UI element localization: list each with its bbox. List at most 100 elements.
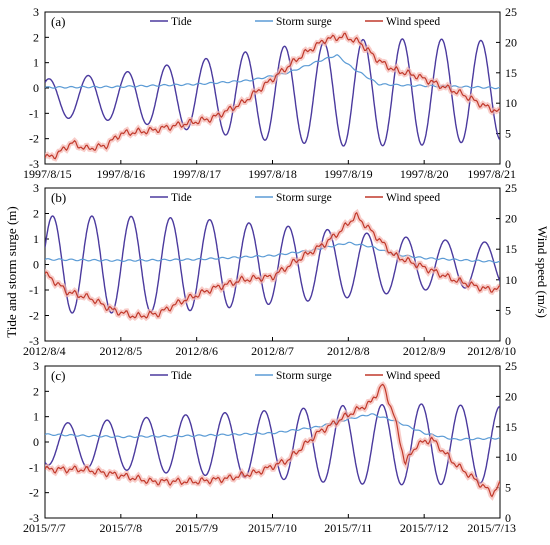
plot-frame: [44, 187, 501, 342]
left-tick-label: 0: [33, 258, 39, 272]
right-tick-label: 15: [505, 66, 517, 80]
left-tick-label: 0: [33, 81, 39, 95]
x-tick-label: 2012/8/8: [327, 344, 370, 358]
left-tick-label: 1: [33, 232, 39, 246]
x-tick-label: 2015/7/8: [99, 521, 142, 535]
left-tick-label: -1: [29, 283, 39, 297]
chart-panel-2: -3 -2 -1 0 1 2 3 0 5 10 15 20 25 2012/8/4 2012/8/5 2012…: [23, 181, 517, 358]
legend-label: Wind speed: [386, 370, 440, 382]
series-line-storm-surge: [45, 241, 500, 264]
left-tick-label: -3: [29, 511, 39, 525]
series-line-storm-surge: [45, 54, 500, 90]
series-line-wind-speed: [45, 211, 500, 319]
series-line-storm-surge: [45, 413, 500, 441]
left-tick-label: 2: [33, 207, 39, 221]
left-tick-label: 1: [33, 56, 39, 70]
x-tick-label: 2012/8/9: [403, 344, 446, 358]
right-tick-label: 5: [505, 303, 511, 317]
left-tick-label: -2: [29, 486, 39, 500]
left-tick-label: 2: [33, 384, 39, 398]
legend-label: Wind speed: [386, 192, 440, 204]
left-tick-label: 3: [33, 5, 39, 19]
x-tick-label: 2015/7/9: [175, 521, 218, 535]
x-tick-label: 2012/8/7: [251, 344, 294, 358]
x-tick-label: 1997/8/15: [23, 167, 72, 181]
x-tick-label: 1997/8/17: [172, 167, 221, 181]
legend-label: Tide: [171, 192, 192, 204]
x-tick-label: 1997/8/21: [467, 167, 516, 181]
left-tick-label: 3: [33, 359, 39, 373]
plot-area: [45, 30, 500, 162]
x-tick-label: 2015/7/11: [324, 521, 372, 535]
legend: Tide Storm surge Wind speed: [150, 16, 440, 28]
x-tick-label: 1997/8/16: [96, 167, 145, 181]
left-tick-label: 2: [33, 30, 39, 44]
legend-label: Wind speed: [386, 16, 440, 28]
legend-item: Wind speed: [365, 192, 440, 204]
x-tick-label: 2012/8/10: [467, 344, 516, 358]
legend-item: Tide: [150, 16, 192, 28]
plot-area: [45, 208, 500, 322]
right-tick-label: 0: [505, 157, 511, 171]
left-tick-label: -3: [29, 334, 39, 348]
legend-item: Wind speed: [365, 370, 440, 382]
legend-item: Tide: [150, 370, 192, 382]
right-tick-label: 0: [505, 334, 511, 348]
right-tick-label: 0: [505, 511, 511, 525]
right-tick-label: 20: [505, 389, 517, 403]
x-tick-label: 2015/7/13: [467, 521, 516, 535]
legend-label: Tide: [171, 370, 192, 382]
panel-label: (a): [51, 14, 65, 29]
x-tick-label: 1997/8/18: [248, 167, 297, 181]
right-tick-label: 25: [505, 359, 517, 373]
chart-panel-3: -3 -2 -1 0 1 2 3 0 5 10 15 20 25 2015/7/7 2015/7/8 2015…: [23, 359, 517, 535]
x-tick-label: 2015/7/12: [400, 521, 449, 535]
series-line-tide: [45, 38, 500, 147]
left-tick-label: -1: [29, 106, 39, 120]
legend-item: Storm surge: [255, 16, 332, 28]
right-tick-label: 15: [505, 242, 517, 256]
legend-item: Tide: [150, 192, 192, 204]
x-tick-label: 2012/8/4: [23, 344, 66, 358]
x-tick-label: 1997/8/19: [324, 167, 373, 181]
x-tick-label: 2012/8/6: [175, 344, 218, 358]
right-tick-label: 10: [505, 273, 517, 287]
right-tick-label: 5: [505, 481, 511, 495]
right-tick-label: 25: [505, 5, 517, 19]
wind-speed-glow: [45, 381, 500, 501]
x-tick-label: 2015/7/10: [248, 521, 297, 535]
chart-panel-1: -3 -2 -1 0 1 2 3 0 5 10 15 20 25 1997/8/15 1997/8/16 19…: [23, 5, 517, 181]
right-axis-label: Wind speed (m/s): [535, 226, 550, 318]
panel-label: (c): [51, 368, 65, 383]
legend: Tide Storm surge Wind speed: [150, 370, 440, 382]
series-line-tide: [45, 215, 500, 314]
plot-area: [45, 381, 500, 501]
right-tick-label: 10: [505, 450, 517, 464]
legend-label: Storm surge: [276, 370, 332, 382]
right-tick-label: 10: [505, 96, 517, 110]
legend-item: Wind speed: [365, 16, 440, 28]
x-tick-label: 2012/8/5: [99, 344, 142, 358]
left-tick-label: 0: [33, 435, 39, 449]
left-tick-label: -2: [29, 309, 39, 323]
right-tick-label: 20: [505, 212, 517, 226]
left-tick-label: -1: [29, 460, 39, 474]
legend-item: Storm surge: [255, 192, 332, 204]
series-line-tide: [45, 403, 500, 486]
left-axis-label: Tide and storm surge (m): [4, 206, 19, 337]
right-tick-label: 20: [505, 35, 517, 49]
left-tick-label: -2: [29, 132, 39, 146]
legend-label: Storm surge: [276, 16, 332, 28]
series-line-wind-speed: [45, 383, 500, 498]
legend-label: Tide: [171, 16, 192, 28]
series-line-wind-speed: [45, 32, 500, 160]
legend: Tide Storm surge Wind speed: [150, 192, 440, 204]
right-tick-label: 25: [505, 181, 517, 195]
left-tick-label: 1: [33, 410, 39, 424]
legend-label: Storm surge: [276, 192, 332, 204]
right-tick-label: 15: [505, 420, 517, 434]
panel-label: (b): [51, 190, 66, 205]
x-tick-label: 2015/7/7: [23, 521, 66, 535]
right-tick-label: 5: [505, 127, 511, 141]
